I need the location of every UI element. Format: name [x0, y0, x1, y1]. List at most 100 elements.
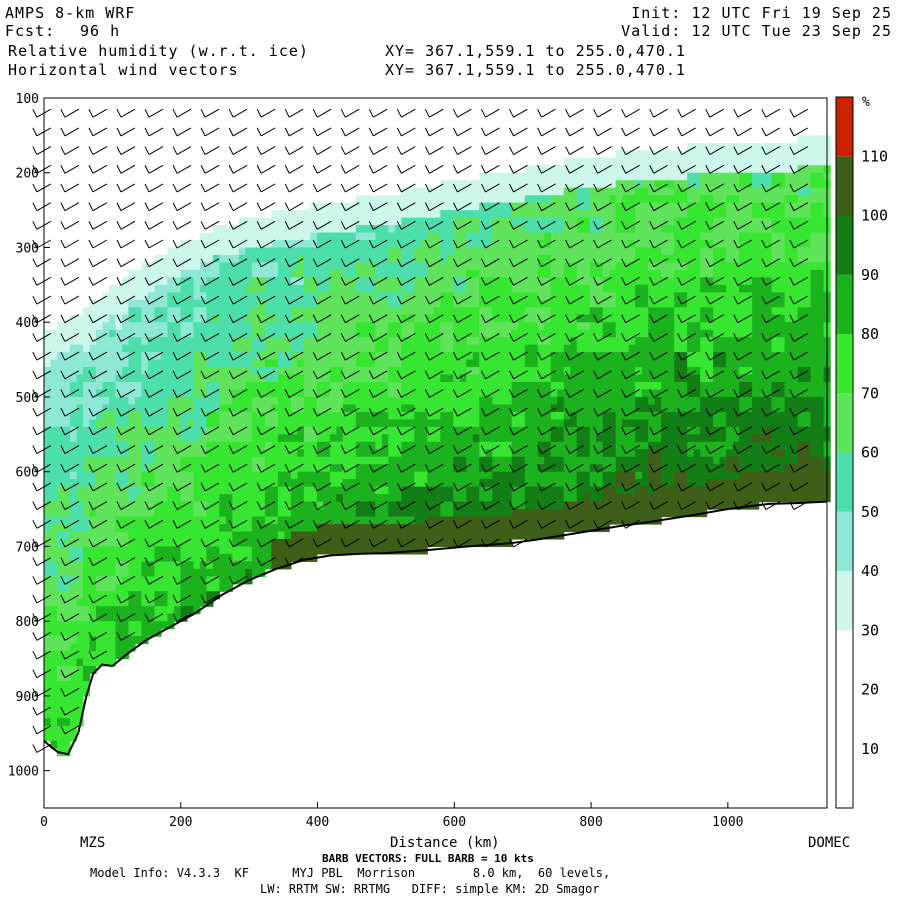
- rh-cell: [160, 516, 169, 525]
- rh-cell: [563, 247, 571, 256]
- rh-cell: [258, 396, 266, 406]
- rh-cell: [264, 344, 272, 353]
- rh-cell: [635, 172, 643, 181]
- rh-cell: [615, 269, 623, 278]
- rh-cell: [596, 314, 604, 323]
- rh-cell: [557, 307, 565, 316]
- rh-cell: [511, 187, 519, 196]
- rh-cell: [115, 344, 123, 353]
- rh-cell: [251, 426, 259, 435]
- rh-cell: [654, 411, 662, 420]
- rh-cell: [479, 225, 487, 234]
- rh-cell: [498, 292, 506, 301]
- rh-cell: [134, 299, 143, 308]
- rh-cell: [69, 651, 78, 660]
- rh-cell: [674, 322, 682, 331]
- rh-cell: [453, 307, 461, 316]
- rh-cell: [466, 367, 474, 376]
- rh-cell: [154, 501, 162, 510]
- rh-cell: [362, 396, 370, 406]
- rh-cell: [667, 314, 675, 323]
- rh-cell: [368, 531, 376, 540]
- rh-cell: [459, 486, 467, 495]
- rh-cell: [82, 606, 91, 615]
- rh-cell: [160, 576, 169, 585]
- rh-cell: [537, 344, 545, 353]
- rh-cell: [290, 254, 298, 264]
- rh-cell: [310, 471, 318, 480]
- rh-cell: [661, 240, 669, 249]
- rh-cell: [479, 382, 487, 391]
- rh-cell: [251, 561, 259, 570]
- rh-cell: [407, 329, 415, 338]
- rh-cell: [206, 404, 214, 413]
- rh-cell: [459, 254, 467, 264]
- rh-cell: [381, 314, 389, 323]
- rh-cell: [459, 531, 467, 540]
- rh-cell: [173, 419, 182, 428]
- rh-cell: [628, 494, 636, 503]
- rh-cell: [654, 419, 662, 428]
- rh-cell: [576, 225, 584, 234]
- rh-cell: [115, 591, 123, 600]
- rh-cell: [121, 404, 130, 413]
- rh-cell: [232, 254, 240, 264]
- rh-cell: [667, 471, 675, 480]
- rh-cell: [290, 516, 298, 525]
- rh-cell: [342, 240, 350, 249]
- rh-cell: [44, 688, 52, 697]
- rh-cell: [635, 322, 643, 331]
- rh-cell: [297, 262, 305, 271]
- rh-cell: [186, 426, 195, 435]
- rh-cell: [336, 352, 344, 361]
- rh-cell: [329, 292, 337, 301]
- rh-cell: [628, 187, 636, 196]
- rh-cell: [446, 367, 454, 376]
- rh-cell: [336, 210, 344, 219]
- rh-cell: [498, 210, 506, 219]
- rh-cell: [199, 456, 208, 465]
- rh-cell: [622, 269, 630, 278]
- rh-cell: [622, 217, 630, 226]
- rh-cell: [134, 367, 143, 376]
- rh-cell: [284, 262, 292, 271]
- rh-cell: [381, 419, 389, 428]
- rh-cell: [596, 516, 604, 525]
- rh-cell: [563, 404, 571, 413]
- rh-cell: [50, 501, 58, 510]
- rh-cell: [420, 479, 428, 488]
- rh-cell: [687, 464, 695, 473]
- rh-cell: [134, 344, 143, 353]
- rh-cell: [615, 314, 623, 323]
- rh-cell: [102, 643, 110, 652]
- rh-cell: [303, 322, 311, 331]
- rh-cell: [95, 449, 104, 458]
- rh-cell: [596, 299, 604, 308]
- rh-cell: [141, 546, 149, 555]
- rh-cell: [258, 441, 266, 450]
- rh-cell: [336, 307, 344, 316]
- rh-cell: [414, 284, 422, 293]
- rh-cell: [550, 456, 558, 465]
- forecast-label: Fcst:: [5, 22, 56, 40]
- rh-cell: [277, 322, 285, 331]
- rh-cell: [544, 269, 552, 278]
- rh-cell: [622, 396, 630, 406]
- rh-cell: [108, 598, 117, 607]
- rh-cell: [433, 479, 441, 488]
- rh-cell: [251, 382, 259, 391]
- rh-cell: [661, 352, 669, 361]
- rh-cell: [128, 449, 136, 458]
- rh-cell: [323, 210, 331, 219]
- rh-cell: [108, 553, 117, 562]
- rh-cell: [446, 382, 454, 391]
- rh-cell: [173, 613, 182, 622]
- rh-cell: [479, 232, 487, 241]
- rh-cell: [225, 374, 233, 383]
- rh-cell: [193, 494, 201, 503]
- rh-cell: [466, 486, 474, 495]
- rh-cell: [89, 591, 97, 600]
- rh-cell: [108, 576, 117, 585]
- rh-cell: [141, 613, 149, 622]
- rh-cell: [433, 217, 441, 226]
